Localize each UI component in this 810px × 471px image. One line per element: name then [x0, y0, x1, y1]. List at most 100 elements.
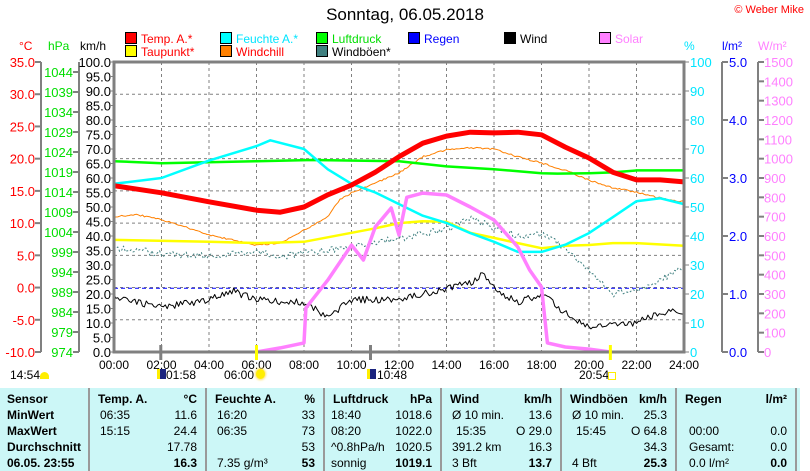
cell-label: 15:35 — [456, 424, 487, 438]
legend-item[interactable]: Wind — [504, 32, 547, 46]
axis-kmh: 100.095.090.085.080.075.070.065.060.055.… — [78, 55, 111, 360]
tick-label: 600 — [764, 229, 786, 244]
legend-item[interactable]: Temp. A.* — [125, 32, 192, 46]
legend-item[interactable]: Taupunkt* — [125, 45, 194, 59]
copyright: © Weber Mike — [734, 4, 804, 16]
series-line-wind — [113, 272, 685, 330]
tick-label: 1100 — [764, 132, 792, 147]
tick-label: 25.0 — [86, 273, 111, 288]
column-unit: °C — [183, 392, 197, 406]
column-unit: hPa — [409, 392, 432, 406]
legend-label: Windböen* — [332, 45, 391, 59]
astro-time: 01:58 — [166, 368, 197, 382]
tick-label: 1500 — [764, 55, 793, 70]
cell-label: 391.2 km — [452, 440, 502, 454]
tick-label: 60 — [690, 171, 704, 186]
astro-moonrise-icon — [157, 369, 166, 379]
cell-label: ^0.8hPa/h — [331, 440, 385, 454]
axis-solar: 1500140013001200110010009008007006005004… — [757, 55, 793, 360]
stats-table: Sensor MinWert MaxWert Durchschnitt 06.05. 2… — [0, 388, 800, 471]
cell-value: 73 — [301, 424, 315, 438]
axis-hpa: 1044 1039 1034 1029 1024 1019 1014 1009 1004 999 9… — [44, 62, 80, 360]
astro-moon-phase-icon — [40, 372, 49, 379]
tick-label: 1300 — [764, 94, 793, 109]
tick-label: 1044 — [44, 65, 73, 80]
legend-item[interactable]: Windböen* — [316, 45, 391, 59]
column-header: Regen — [685, 392, 722, 406]
cell-value: 16.3 — [173, 456, 197, 470]
x-tick-label: 08:00 — [289, 358, 319, 372]
tick-label: 1034 — [44, 105, 73, 120]
axis-unit-hum: % — [684, 39, 695, 53]
tick-label: 1039 — [44, 85, 73, 100]
legend-item[interactable]: Regen — [408, 32, 459, 46]
cell-value: 1022.0 — [395, 424, 432, 438]
tick-label: 800 — [764, 190, 786, 205]
chart-title: Sonntag, 06.05.2018 — [326, 5, 484, 24]
column-header: Windböen — [570, 392, 628, 406]
table-column-feuchte-a: Feuchte A.% 16:20 33 06:35 73 53 7.35 g/m³ 53 — [205, 388, 323, 471]
tick-label: -5.0 — [13, 313, 35, 328]
axis-unit-kmh: km/h — [80, 39, 107, 53]
astro-sunset-icon — [608, 372, 616, 380]
column-header: Feuchte A. — [215, 392, 276, 406]
tick-label: 35.0 — [86, 244, 111, 259]
cell-label: Gesamt: — [689, 440, 735, 454]
tick-label: 1000 — [764, 152, 793, 167]
legend-item[interactable]: Solar — [599, 32, 643, 46]
cell-label: Ø 10 min. — [572, 408, 625, 422]
tick-label: 1.0 — [729, 287, 747, 302]
tick-label: 100 — [764, 326, 786, 341]
legend-swatch — [599, 32, 611, 44]
x-tick-label: 06:00 — [241, 358, 271, 372]
weather-chart: 35.030.025.020.015.010.05.00.0-5.0-10.01… — [5, 55, 793, 372]
series-line-solar — [256, 191, 611, 354]
cell-value: 53 — [301, 456, 315, 470]
tick-label: 30 — [690, 258, 704, 273]
cell-value: 0.0 — [770, 456, 787, 470]
tick-label: 15.0 — [10, 184, 35, 199]
cell-label: 08:20 — [331, 424, 362, 438]
x-tick-label: 10:00 — [336, 358, 366, 372]
cell-value: 0.0 — [770, 424, 787, 438]
tick-label: 65.0 — [86, 157, 111, 172]
tick-label: 85.0 — [86, 99, 111, 114]
table-column-temp-a: Temp. A. °C 06:35 11.6 15:15 24.4 17.78 16.3 — [88, 388, 205, 471]
astro-time: 10:48 — [377, 368, 408, 382]
tick-label: 50.0 — [86, 200, 111, 215]
tick-label: 30.0 — [86, 258, 111, 273]
x-tick-label: 04:00 — [194, 358, 224, 372]
table-row-label: Durchschnitt — [7, 440, 82, 454]
cell-value: O 64.8 — [630, 424, 667, 438]
astro-row: 14:54 01:58 06:00 10:48 20:54 — [0, 368, 810, 384]
legend-item[interactable]: Luftdruck — [316, 32, 381, 46]
axis-temp: 35.0 30.0 25.0 20.0 15.0 10.0 5.0 0.0 -5.0 -10.0 — [5, 55, 42, 360]
tick-label: 3.0 — [729, 171, 747, 186]
tick-label: 70.0 — [86, 142, 111, 157]
cell-value: 33 — [301, 408, 315, 422]
cell-label: 15:15 — [100, 424, 131, 438]
tick-label: 75.0 — [86, 128, 111, 143]
tick-label: 10.0 — [10, 216, 35, 231]
series-line-temp-a — [113, 129, 685, 215]
tick-label: 55.0 — [86, 186, 111, 201]
tick-label: 0.0 — [93, 345, 111, 360]
tick-label: 1014 — [44, 185, 73, 200]
tick-label: 90 — [690, 84, 704, 99]
tick-label: 70 — [690, 142, 704, 157]
legend-item[interactable]: Feuchte A.* — [220, 32, 298, 46]
x-tick-label: 00:00 — [99, 358, 129, 372]
legend-label: Windchill — [236, 45, 285, 59]
cell-value: O 29.0 — [515, 424, 552, 438]
cell-value: 16.3 — [528, 440, 552, 454]
legend-swatch — [125, 32, 137, 44]
legend-item[interactable]: Windchill — [220, 45, 284, 59]
astro-sunrise-icon — [256, 369, 265, 379]
tick-label: 40.0 — [86, 229, 111, 244]
x-tick-label: 18:00 — [526, 358, 556, 372]
tick-label: 700 — [764, 210, 786, 225]
tick-label: 20.0 — [86, 287, 111, 302]
cell-value: 13.7 — [528, 456, 552, 470]
legend-swatch — [408, 32, 420, 44]
cell-label: 15:45 — [576, 424, 607, 438]
